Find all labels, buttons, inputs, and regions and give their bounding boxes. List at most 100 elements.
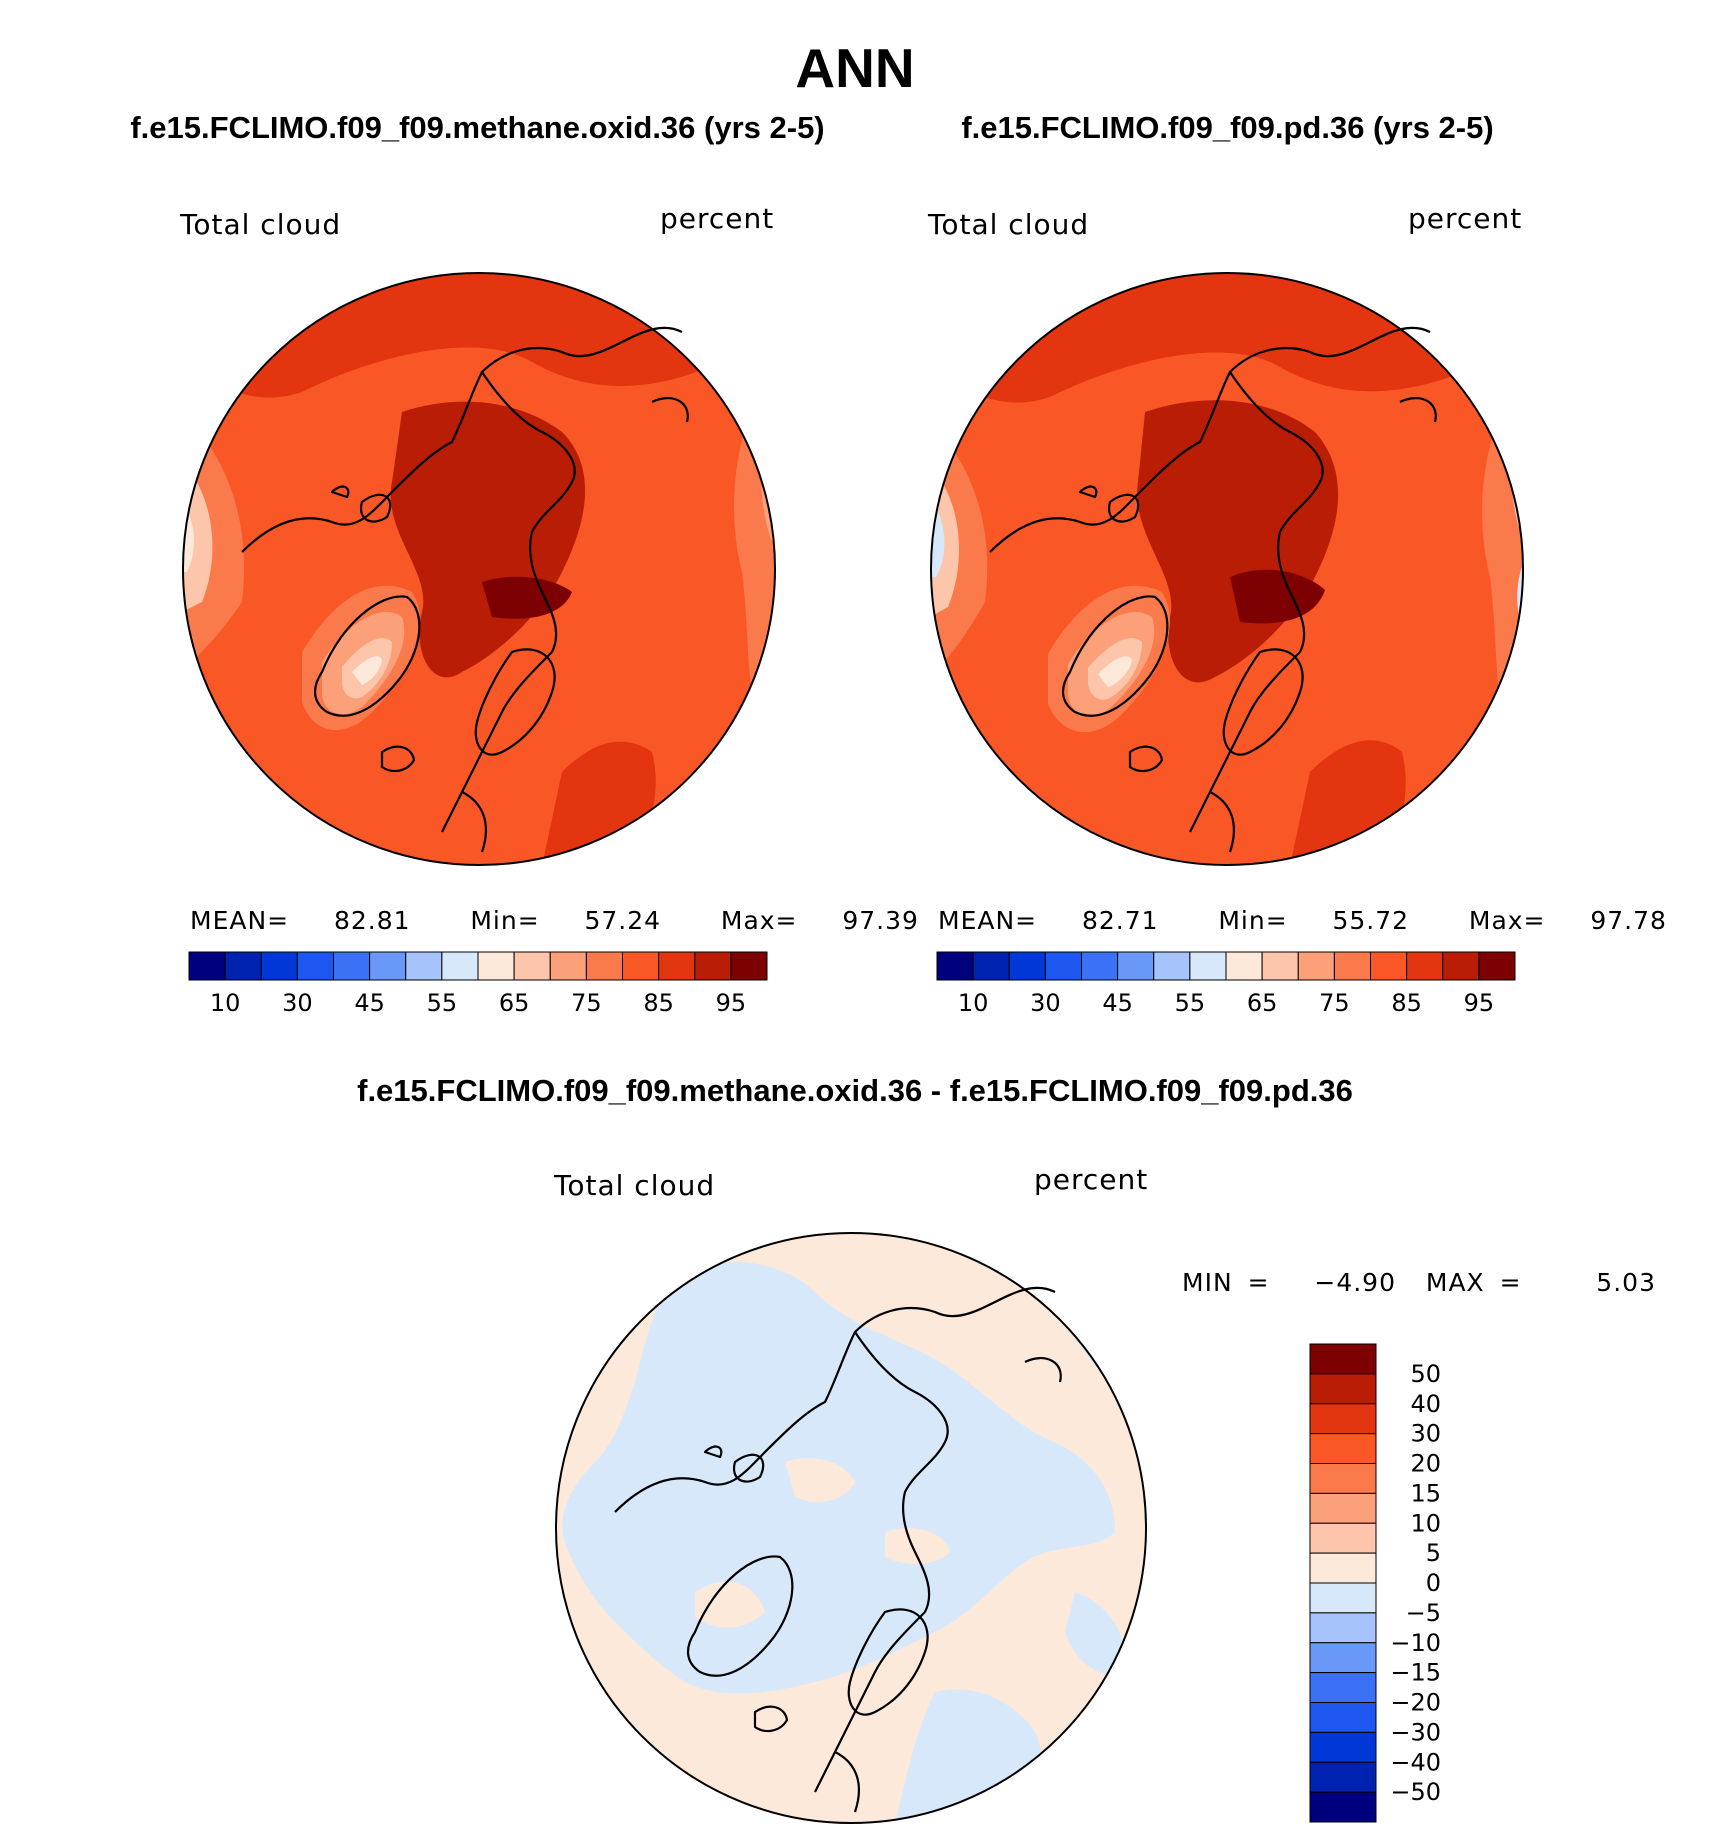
- panel-2-colorbar-swatch: [1117, 951, 1155, 981]
- diff-colorbar-tick-label: −50: [1390, 1778, 1441, 1806]
- panel-1-min-label: Min=: [470, 906, 540, 935]
- panel-2-colorbar-swatch: [1153, 951, 1191, 981]
- panel-1-colorbar-tick-label: 65: [499, 989, 530, 1017]
- panel-2-colorbar-tick-label: 95: [1464, 989, 1495, 1017]
- panel-2-colorbar-tick-label: 85: [1391, 989, 1422, 1017]
- panel-1-polar-map: [182, 272, 776, 866]
- diff-colorbar-swatch: [1309, 1373, 1377, 1405]
- main-title: ANN: [795, 37, 915, 99]
- panel-2-max-label: Max=: [1468, 906, 1546, 935]
- diff-colorbar-tick-label: 30: [1410, 1420, 1441, 1448]
- panel-1-max-label: Max=: [720, 906, 798, 935]
- panel-1-colorbar-swatch: [549, 951, 587, 981]
- diff-colorbar-swatch: [1309, 1492, 1377, 1524]
- panel-1-colorbar-tick-label: 75: [571, 989, 602, 1017]
- panel-1-colorbar-swatch: [260, 951, 298, 981]
- panel-1-colorbar-tick-label: 45: [354, 989, 385, 1017]
- diff-colorbar-tick-label: 50: [1410, 1360, 1441, 1388]
- panel-2-colorbar-swatch: [1225, 951, 1263, 981]
- panel-1-colorbar-swatch: [188, 951, 226, 981]
- diff-colorbar-tick-label: −30: [1390, 1718, 1441, 1746]
- panel-2-units-label: percent: [1408, 202, 1523, 235]
- panel-1-variable-label: Total cloud: [180, 208, 342, 241]
- panel-2-colorbar-swatch: [1406, 951, 1444, 981]
- panel-2-colorbar-swatch: [1478, 951, 1516, 981]
- diff-colorbar-tick-label: −15: [1390, 1659, 1441, 1687]
- diff-colorbar-swatch: [1309, 1343, 1377, 1375]
- panel-2-max-value: 97.78: [1590, 906, 1667, 935]
- diff-variable-label: Total cloud: [554, 1169, 716, 1202]
- panel-2-mean-value: 82.71: [1081, 906, 1159, 935]
- panel-1-colorbar-swatch: [224, 951, 262, 981]
- panel-1-colorbar-tick-label: 85: [643, 989, 674, 1017]
- panel-1-colorbar-swatch: [730, 951, 768, 981]
- panel-2-colorbar-swatch: [1081, 951, 1119, 981]
- panel-1-colorbar-tick-label: 10: [210, 989, 241, 1017]
- panel-1-case-title: f.e15.FCLIMO.f09_f09.methane.oxid.36 (yr…: [130, 110, 825, 145]
- panel-2-colorbar-swatch: [972, 951, 1010, 981]
- panel-1-colorbar-swatch: [585, 951, 623, 981]
- panel-1-colorbar-swatch: [296, 951, 334, 981]
- panel-2-min-value: 55.72: [1332, 906, 1410, 935]
- diff-colorbar-tick-label: −10: [1390, 1629, 1441, 1657]
- diff-polar-map: [555, 1232, 1147, 1824]
- diff-colorbar-tick-label: −5: [1406, 1599, 1441, 1627]
- diff-colorbar-swatch: [1309, 1582, 1377, 1614]
- panel-2-mean-label: MEAN=: [938, 906, 1038, 935]
- panel-1-units-label: percent: [660, 202, 775, 235]
- panel-2-colorbar-tick-label: 30: [1030, 989, 1061, 1017]
- panel-1-colorbar-tick-label: 95: [716, 989, 747, 1017]
- panel-2-colorbar-swatch: [936, 951, 974, 981]
- diff-colorbar-tick-label: 15: [1410, 1479, 1441, 1507]
- diff-colorbar-swatch: [1309, 1642, 1377, 1674]
- diff-colorbar-tick-label: −40: [1390, 1748, 1441, 1776]
- panel-1-stats: MEAN= 82.81 Min= 57.24 Max= 97.39: [190, 906, 919, 935]
- panel-2-polar-map: [930, 272, 1524, 866]
- panel-1-colorbar: 10 30 45 55 65 75 85 95: [188, 951, 768, 1017]
- panel-1-colorbar-swatch: [658, 951, 696, 981]
- panel-1-colorbar-swatch: [405, 951, 443, 981]
- diff-colorbar-tick-label: 10: [1410, 1509, 1441, 1537]
- panel-2-min-label: Min=: [1218, 906, 1288, 935]
- panel-1-colorbar-swatch: [333, 951, 371, 981]
- diff-colorbar-swatch: [1309, 1403, 1377, 1435]
- panel-1-mean-label: MEAN=: [190, 906, 290, 935]
- panel-2-colorbar-swatch: [1261, 951, 1299, 981]
- panel-1-colorbar-tick-label: 55: [427, 989, 458, 1017]
- panel-1-colorbar-swatch: [477, 951, 515, 981]
- diff-colorbar-tick-label: 5: [1426, 1539, 1441, 1567]
- panel-1-colorbar-swatch: [622, 951, 660, 981]
- panel-2-colorbar-tick-label: 75: [1319, 989, 1350, 1017]
- panel-2-colorbar-swatch: [1333, 951, 1371, 981]
- panel-1-colorbar-swatch: [694, 951, 732, 981]
- diff-colorbar-tick-label: 0: [1426, 1569, 1441, 1597]
- panel-1-colorbar-tick-label: 30: [282, 989, 313, 1017]
- diff-units-label: percent: [1034, 1163, 1149, 1196]
- panel-2-case-title: f.e15.FCLIMO.f09_f09.pd.36 (yrs 2-5): [961, 110, 1494, 145]
- diff-colorbar-tick-label: 20: [1410, 1450, 1441, 1478]
- diff-colorbar-swatch: [1309, 1463, 1377, 1494]
- panel-1-colorbar-swatch: [513, 951, 551, 981]
- diff-case-title: f.e15.FCLIMO.f09_f09.methane.oxid.36 - f…: [357, 1073, 1353, 1108]
- diff-colorbar-swatch: [1309, 1552, 1377, 1584]
- panel-2-colorbar-swatch: [1442, 951, 1480, 981]
- panel-2-colorbar-tick-label: 65: [1247, 989, 1278, 1017]
- panel-2-colorbar-swatch: [1008, 951, 1046, 981]
- diff-colorbar-tick-label: 40: [1410, 1390, 1441, 1418]
- panel-2-colorbar-swatch: [1189, 951, 1227, 981]
- diff-colorbar-tick-label: −20: [1390, 1689, 1441, 1717]
- panel-1-min-value: 57.24: [584, 906, 662, 935]
- diff-colorbar-swatch: [1309, 1672, 1377, 1703]
- panel-2-variable-label: Total cloud: [928, 208, 1090, 241]
- diff-min-max: MIN = −4.90 MAX = 5.03: [1182, 1268, 1656, 1297]
- panel-2-colorbar: 10 30 45 55 65 75 85 95: [936, 951, 1516, 1017]
- panel-1-max-value: 97.39: [842, 906, 919, 935]
- diff-colorbar-swatch: [1309, 1522, 1377, 1554]
- diff-colorbar-swatch: [1309, 1702, 1377, 1733]
- diff-colorbar-swatch: [1309, 1612, 1377, 1644]
- diff-colorbar-swatch: [1309, 1791, 1377, 1823]
- panel-2-colorbar-tick-label: 45: [1102, 989, 1133, 1017]
- panel-2-colorbar-tick-label: 55: [1175, 989, 1206, 1017]
- diff-colorbar-swatch: [1309, 1731, 1377, 1763]
